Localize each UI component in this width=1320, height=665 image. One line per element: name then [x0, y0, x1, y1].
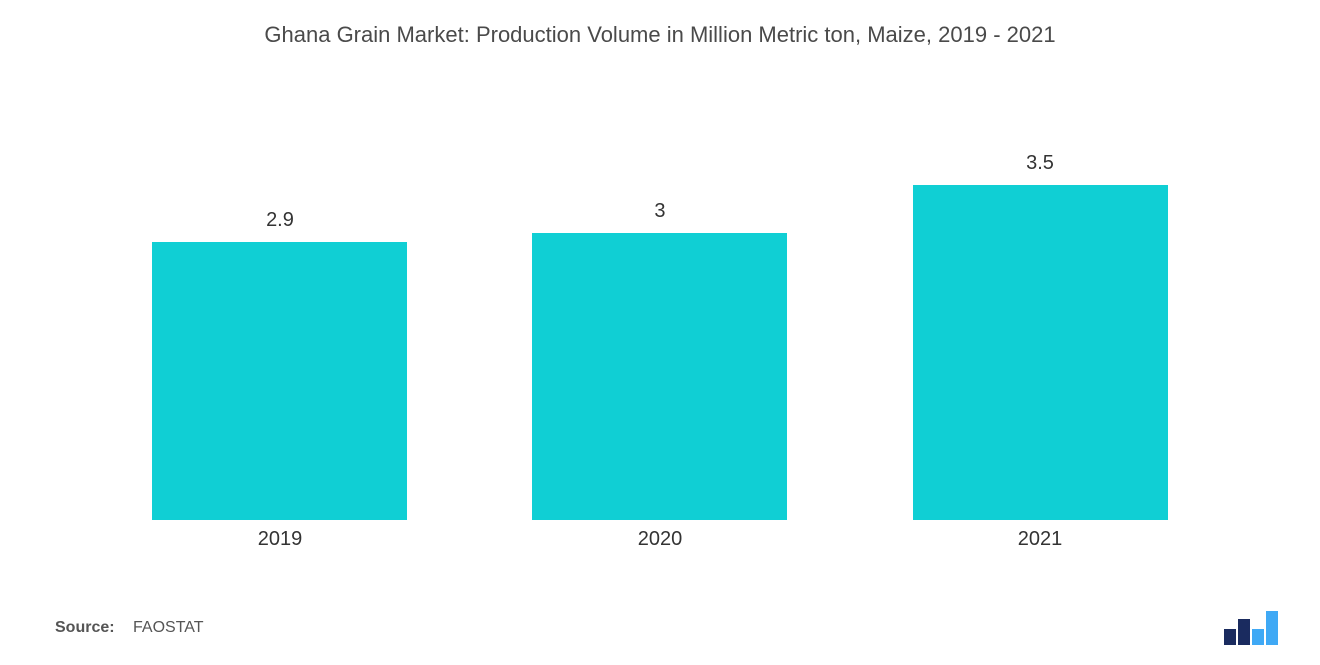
bar-2021 [913, 185, 1168, 520]
x-label-2020: 2020 [470, 528, 850, 551]
chart-title: Ghana Grain Market: Production Volume in… [0, 0, 1320, 48]
x-axis-labels: 2019 2020 2021 [90, 528, 1230, 551]
bar-group-2019: 2.9 [90, 150, 470, 520]
bar-value-label: 3 [654, 200, 665, 223]
x-label-2021: 2021 [850, 528, 1230, 551]
bar-group-2021: 3.5 [850, 150, 1230, 520]
bar-2019 [152, 242, 407, 520]
bar-value-label: 3.5 [1026, 152, 1054, 175]
chart-container: Ghana Grain Market: Production Volume in… [0, 0, 1320, 665]
bar-2020 [532, 233, 787, 520]
plot-area: 2.9 3 3.5 [90, 150, 1230, 520]
bar-group-2020: 3 [470, 150, 850, 520]
source-citation: Source: FAOSTAT [55, 619, 204, 637]
brand-logo-icon [1224, 611, 1282, 645]
bar-value-label: 2.9 [266, 209, 294, 232]
source-value: FAOSTAT [133, 619, 204, 636]
x-label-2019: 2019 [90, 528, 470, 551]
source-label: Source: [55, 619, 115, 636]
